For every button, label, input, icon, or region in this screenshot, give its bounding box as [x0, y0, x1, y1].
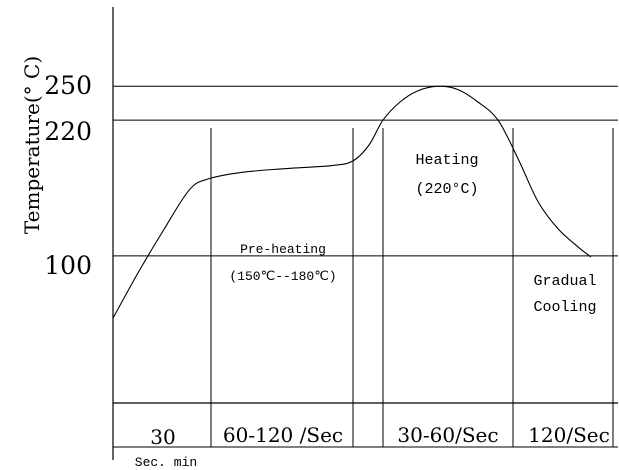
- annotation-gradual: Gradual: [533, 273, 596, 290]
- y-axis-label: Temperature(° C): [20, 56, 44, 234]
- temperature-curve: [112, 85, 592, 319]
- annotation-pre-heating: Pre-heating: [240, 242, 326, 257]
- duration-label-30: 30: [150, 425, 175, 449]
- chart-frame: [112, 7, 618, 460]
- annotation-heating: Heating: [415, 152, 478, 169]
- y-tick-label-220: 220: [44, 117, 92, 146]
- annotation-pre-heating-range: (150℃--180℃): [229, 269, 336, 284]
- duration-label-cooling: 120/Sec: [528, 423, 610, 447]
- bottom-note: Sec. min: [135, 455, 197, 470]
- duration-label-pre-heating: 60-120 /Sec: [223, 423, 343, 447]
- annotation-heating-temp: (220°C): [415, 181, 478, 198]
- y-tick-label-250: 250: [44, 71, 92, 100]
- annotation-cooling: Cooling: [533, 299, 596, 316]
- gridlines: [113, 85, 618, 257]
- y-tick-label-100: 100: [44, 251, 92, 280]
- phase-dividers: [210, 128, 614, 447]
- duration-label-heating: 30-60/Sec: [397, 423, 498, 447]
